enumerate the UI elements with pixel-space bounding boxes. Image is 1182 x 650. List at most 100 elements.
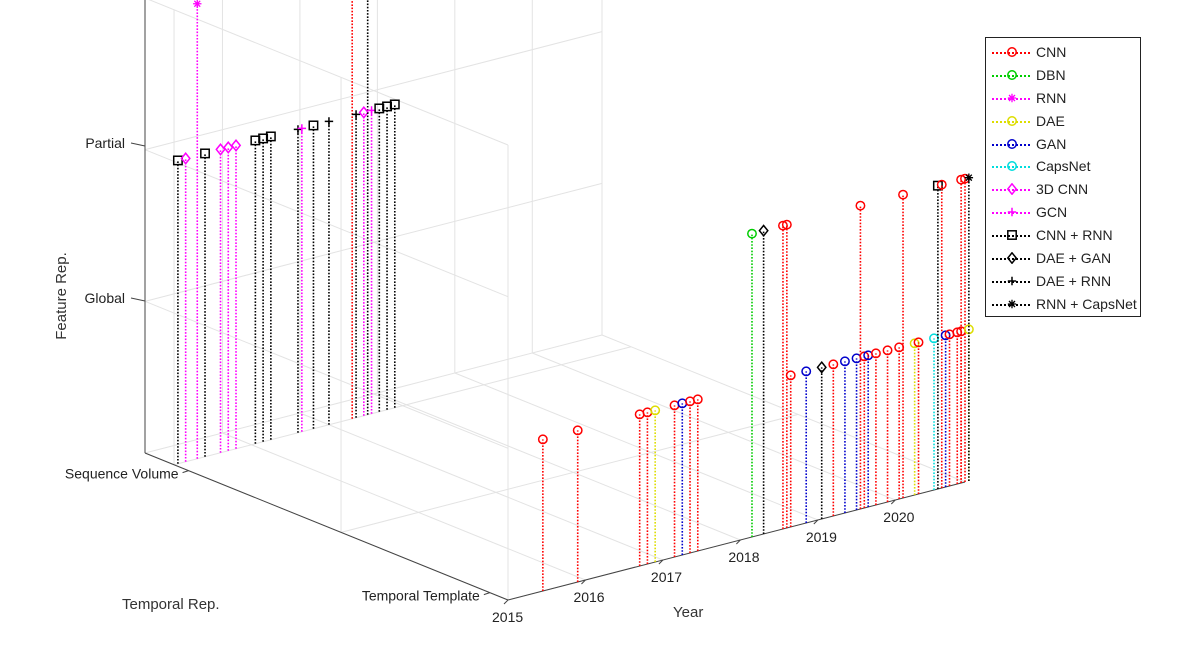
stem-point	[839, 356, 850, 513]
stem-marker	[747, 228, 757, 239]
stem-point	[801, 366, 812, 523]
x-tick-mark	[813, 519, 819, 525]
grid-line	[144, 149, 509, 298]
legend-line	[992, 280, 1030, 283]
legend-line	[992, 189, 1030, 192]
stem-point	[940, 330, 951, 487]
legend-label: DAE	[1036, 112, 1065, 129]
legend-label: DAE + RNN	[1036, 272, 1112, 289]
legend-marker	[1007, 276, 1017, 286]
grid-line	[340, 413, 799, 533]
y-tick-mark	[182, 470, 189, 474]
legend-line	[992, 74, 1030, 77]
stem-point	[389, 99, 400, 408]
z-axis-label: Feature Rep.	[53, 252, 70, 340]
stem-point	[758, 224, 769, 534]
stem-point	[382, 101, 392, 410]
legend-entry: GCN	[986, 201, 1140, 224]
stem-marker	[537, 434, 548, 445]
y-tick-label: Sequence Volume	[65, 466, 179, 482]
stem-point	[172, 155, 183, 464]
legend-marker	[1007, 230, 1017, 241]
stem-point	[929, 333, 939, 490]
axis-line	[507, 481, 966, 601]
stem-marker	[781, 219, 792, 230]
stem-marker	[855, 200, 866, 211]
stem-marker	[839, 356, 850, 367]
y-tick-mark	[483, 592, 491, 596]
grid-line	[299, 412, 664, 561]
stem-point	[537, 434, 548, 591]
stem-marker	[816, 360, 827, 374]
stem-point	[944, 329, 955, 486]
legend-marker	[1007, 208, 1017, 217]
stem-point	[964, 173, 974, 481]
legend-entry: RNN + CapsNet	[986, 293, 1140, 316]
stem-marker	[180, 152, 191, 165]
stem-point	[324, 117, 334, 425]
legend-entry: CapsNet	[986, 155, 1140, 178]
x-axis-label: Year	[673, 604, 703, 621]
stem-marker	[801, 366, 812, 377]
stem-marker	[308, 120, 319, 131]
stem-point	[894, 342, 905, 499]
z-tick-label: Partial	[85, 135, 125, 151]
stem-point	[669, 400, 680, 557]
legend-entry: RNN	[986, 87, 1140, 110]
stem-point	[785, 370, 796, 527]
stem-point	[230, 139, 242, 449]
legend-line	[992, 235, 1030, 238]
legend-marker	[1007, 161, 1017, 172]
y-axis-label: Temporal Rep.	[122, 596, 220, 613]
stem-point	[863, 350, 874, 507]
stem-point	[308, 120, 319, 429]
legend-marker	[1006, 252, 1018, 265]
stem-point	[882, 345, 893, 502]
stem-point	[358, 106, 369, 416]
stem-point	[747, 228, 757, 537]
x-tick-mark	[890, 499, 896, 505]
legend-line	[992, 212, 1030, 215]
legend-entry: DBN	[986, 64, 1140, 87]
stem-point	[828, 359, 839, 516]
x-tick-mark	[658, 559, 664, 565]
stem-marker	[193, 0, 202, 8]
stem-point	[642, 407, 653, 564]
stem-point	[634, 409, 645, 566]
legend-line	[992, 258, 1030, 261]
stem-marker	[572, 425, 583, 436]
stem-point	[258, 133, 269, 442]
stem-point	[952, 327, 963, 484]
stem-marker	[758, 224, 769, 238]
legend-line	[992, 143, 1030, 146]
x-tick-label: 2020	[883, 509, 914, 525]
stem-point	[650, 405, 661, 562]
z-tick-label: Global	[85, 290, 125, 306]
stem-marker	[351, 110, 361, 119]
legend-entry: DAE	[986, 110, 1140, 133]
stem-point	[223, 141, 234, 451]
stem-point	[193, 0, 202, 459]
legend-marker	[1007, 138, 1017, 149]
legend-entry: DAE + RNN	[986, 270, 1140, 293]
stem-point	[677, 398, 688, 555]
legend-line	[992, 52, 1030, 54]
stem-marker	[964, 173, 974, 182]
stem-marker	[882, 345, 893, 356]
z-tick-mark	[130, 142, 146, 147]
legend-label: 3D CNN	[1036, 181, 1089, 198]
grid-line	[148, 0, 509, 146]
stem-marker	[389, 99, 400, 110]
stem-point	[909, 338, 920, 495]
legend-label: CNN + RNN	[1036, 227, 1113, 244]
stem-marker	[293, 125, 303, 134]
legend-entry: CNN + RNN	[986, 224, 1140, 247]
legend-label: DBN	[1036, 66, 1066, 83]
stem-marker	[692, 394, 703, 405]
stem-point	[374, 103, 385, 412]
legend-entry: CNN	[986, 41, 1140, 64]
legend-label: GAN	[1036, 135, 1067, 152]
stem-marker	[230, 139, 242, 152]
stem-point	[870, 348, 881, 505]
grid-line	[454, 372, 819, 521]
